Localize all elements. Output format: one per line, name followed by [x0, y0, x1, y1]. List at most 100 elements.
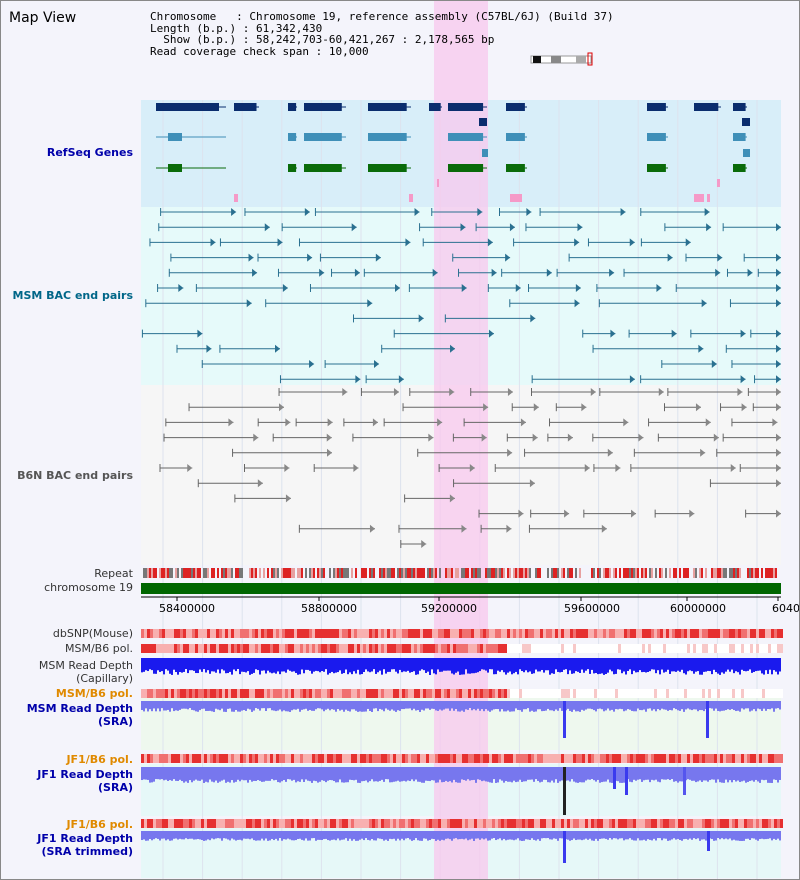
read-depth-bar [349, 658, 351, 673]
b6n-end-arrow [615, 464, 621, 472]
polymorphism-stripe [234, 644, 237, 653]
polymorphism-stripe [225, 644, 228, 653]
track-label-msm-bac[interactable]: MSM BAC end pairs [12, 289, 133, 302]
read-depth-bar [617, 767, 619, 782]
track-label-repeat[interactable]: Repeat [94, 567, 133, 580]
track-label-dbsnp[interactable]: dbSNP(Mouse) [52, 627, 133, 640]
polymorphism-stripe [384, 629, 387, 638]
track-label-msm-read-depth-capillary[interactable]: MSM Read Depth (Capillary) [38, 659, 133, 685]
read-depth-bar [523, 831, 525, 841]
read-depth-bar [663, 701, 665, 710]
polymorphism-stripe [474, 754, 477, 763]
polymorphism-stripe [717, 629, 720, 638]
polymorphism-stripe [654, 754, 657, 763]
track-label-msm-b6-pol-1[interactable]: MSM/B6 pol. [65, 642, 133, 655]
track-label-msm-b6-pol-2[interactable]: MSM/B6 pol. [55, 687, 133, 700]
read-depth-bar [673, 831, 675, 839]
read-depth-bar [283, 701, 285, 711]
polymorphism-stripe [372, 689, 375, 698]
polymorphism-stripe [351, 629, 354, 638]
read-depth-bar [713, 658, 715, 670]
polymorphism-stripe [204, 754, 207, 763]
read-depth-bar [413, 831, 415, 841]
polymorphism-stripe [243, 644, 246, 653]
polymorphism-stripe [588, 754, 591, 763]
read-depth-bar [167, 701, 169, 710]
read-depth-bar [519, 767, 521, 780]
read-depth-bar [221, 767, 223, 781]
repeat-segment [361, 568, 363, 578]
track-label-jf1-b6-pol-2[interactable]: JF1/B6 pol. [66, 818, 133, 831]
read-depth-bar [725, 831, 727, 839]
track-label-jf1-b6-pol-1[interactable]: JF1/B6 pol. [66, 753, 133, 766]
read-depth-bar [513, 831, 515, 841]
polymorphism-stripe [666, 819, 669, 828]
polymorphism-stripe [348, 819, 351, 828]
polymorphism-stripe [756, 689, 759, 698]
repeat-segment [203, 568, 205, 578]
polymorphism-stripe [453, 819, 456, 828]
b6n-end-arrow [776, 433, 781, 442]
repeat-segment [597, 568, 599, 578]
read-depth-bar [193, 767, 195, 781]
read-depth-bar [271, 767, 273, 780]
read-depth-bar [251, 831, 253, 839]
b6n-end-arrow [776, 509, 781, 518]
read-depth-bar [205, 831, 207, 841]
read-depth-bar [353, 701, 355, 710]
read-depth-bar [711, 658, 713, 675]
repeat-segment [237, 568, 239, 578]
b6n-end-arrow [449, 494, 455, 503]
polymorphism-stripe [618, 754, 621, 763]
gene-exon [743, 149, 750, 157]
read-depth-bar [665, 767, 667, 780]
refseq-feature-pink [510, 194, 522, 202]
read-depth-bar [277, 831, 279, 841]
read-depth-bar [667, 701, 669, 711]
polymorphism-stripe [639, 689, 642, 698]
track-label-jf1-read-depth-trimmed[interactable]: JF1 Read Depth (SRA trimmed) [37, 832, 133, 858]
polymorphism-stripe [156, 819, 159, 828]
read-depth-bar [525, 701, 527, 710]
repeat-segment [317, 568, 319, 578]
read-depth-bar [487, 831, 489, 841]
polymorphism-stripe [450, 629, 453, 638]
track-label-jf1-read-depth-sra[interactable]: JF1 Read Depth (SRA) [37, 768, 133, 794]
polymorphism-stripe [771, 644, 774, 653]
read-depth-bar [521, 701, 523, 712]
polymorphism-stripe [291, 754, 294, 763]
track-label-msm-read-depth-sra[interactable]: MSM Read Depth (SRA) [26, 702, 133, 728]
polymorphism-stripe [537, 644, 540, 653]
read-depth-bar [149, 831, 151, 839]
track-label-b6n-bac[interactable]: B6N BAC end pairs [17, 469, 133, 482]
polymorphism-stripe [165, 754, 168, 763]
read-depth-bar [383, 831, 385, 841]
read-depth-bar [319, 831, 321, 840]
repeat-segment [755, 568, 757, 578]
polymorphism-stripe [300, 689, 303, 698]
polymorphism-stripe [585, 629, 588, 638]
polymorphism-stripe [321, 689, 324, 698]
read-depth-bar [205, 767, 207, 782]
read-depth-bar [493, 701, 495, 710]
bac-end-arrow [620, 208, 626, 216]
repeat-segment [509, 568, 511, 578]
repeat-segment [435, 568, 437, 578]
polymorphism-stripe [147, 754, 150, 763]
polymorphism-stripe [492, 629, 495, 638]
read-depth-bar [663, 767, 665, 780]
polymorphism-stripe [312, 689, 315, 698]
polymorphism-stripe [396, 629, 399, 638]
polymorphism-stripe [774, 689, 777, 698]
repeat-segment [609, 568, 611, 578]
track-label-refseq[interactable]: RefSeq Genes [46, 146, 133, 159]
read-depth-bar [745, 658, 747, 672]
read-depth-bar [765, 767, 767, 780]
polymorphism-stripe [312, 819, 315, 828]
read-depth-bar [669, 658, 671, 674]
polymorphism-stripe [660, 644, 663, 653]
track-label-chromosome[interactable]: chromosome 19 [44, 581, 133, 594]
polymorphism-stripe [750, 644, 753, 653]
polymorphism-stripe [516, 644, 519, 653]
